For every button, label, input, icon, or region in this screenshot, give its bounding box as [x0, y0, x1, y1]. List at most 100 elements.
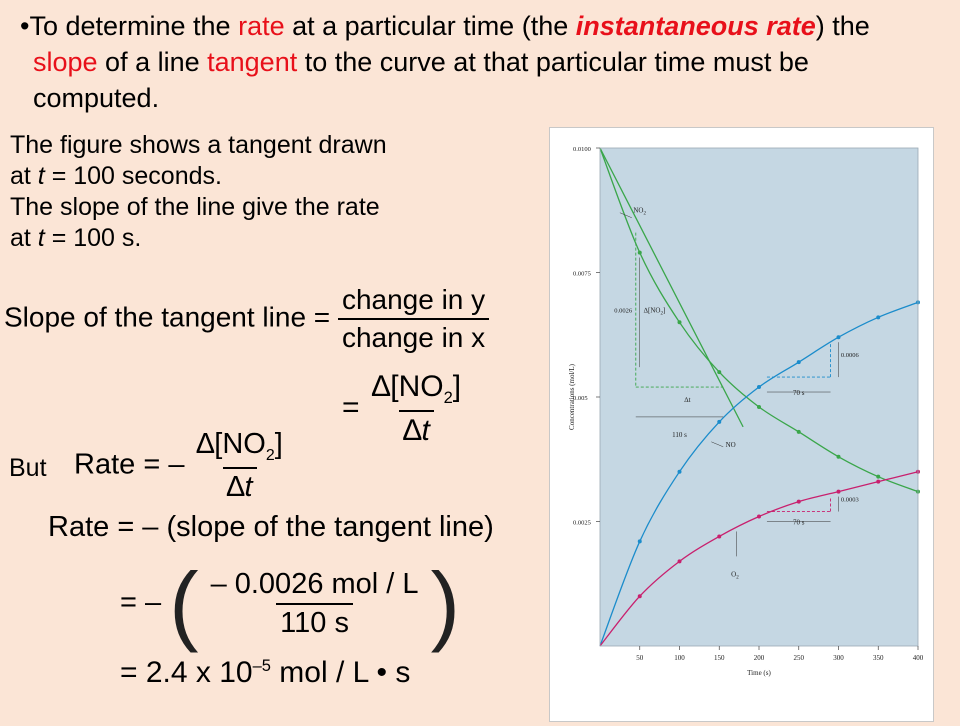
series-NO2-point-100: [677, 320, 682, 325]
no2-label-leader: [619, 212, 632, 218]
t70a-label: 70 s: [793, 389, 805, 397]
eq5-open-paren: (: [169, 554, 199, 653]
x-tick-label-300: 300: [833, 654, 844, 662]
intro-text-1: To determine the: [29, 11, 239, 41]
x-axis-label: Time (s): [747, 669, 771, 677]
eq3-denominator: ∆t: [222, 466, 257, 504]
concentration-time-figure: NO2 NO O2 0.0026 ∆[NO2] ∆t 110 s 70 s 0.0006 70 s…: [549, 127, 934, 722]
eq1-fraction: change in y change in x: [337, 284, 490, 354]
eq1-denominator: change in x: [337, 318, 490, 354]
x-tick-label-50: 50: [636, 654, 644, 662]
desc-line-2-t: t: [37, 162, 45, 190]
no-label-leader: [711, 441, 724, 448]
series-NO-point-150: [717, 419, 722, 424]
eq3-num-sub: 2: [265, 446, 275, 464]
series-O2-point-250: [796, 499, 801, 504]
rate-definition-equation: Rate = – ∆[NO2] ∆t: [74, 428, 287, 504]
t70b-label: 70 s: [793, 519, 805, 527]
series-NO-point-300: [836, 335, 841, 340]
eq3-numerator: ∆[NO2]: [193, 428, 287, 467]
eq3-equals: = –: [143, 448, 185, 481]
eq2-den-a: ∆: [403, 414, 422, 447]
series-NO2-point-250: [796, 429, 801, 434]
eq3-num-b: ]: [274, 428, 283, 460]
slope-term: slope: [33, 47, 98, 77]
series-O2-point-200: [757, 514, 761, 519]
x-tick-label-400: 400: [913, 654, 924, 662]
x-tick-label-150: 150: [714, 654, 725, 662]
eq2-num-a: ∆[NO: [371, 370, 444, 403]
value-0003-label: 0.0003: [841, 497, 859, 504]
eq5-fraction: – 0.0026 mol / L 110 s: [207, 568, 423, 640]
series-NO-point-100: [677, 469, 682, 474]
desc-line-4: at t = 100 s.: [10, 223, 530, 254]
intro-text-3: ) the: [815, 11, 870, 41]
eq2-den-t: t: [421, 414, 430, 447]
desc-line-2: at t = 100 seconds.: [10, 161, 530, 192]
series-NO2-point-200: [757, 404, 761, 409]
intro-text-4: of a line: [97, 47, 208, 77]
eq1-numerator: change in y: [341, 284, 486, 315]
series-O2-point-50: [637, 594, 642, 599]
series-NO-point-50: [637, 539, 642, 544]
eq5-close-paren: ): [430, 554, 460, 653]
y-tick-label-0.0075: 0.0075: [573, 271, 591, 278]
x-tick-label-250: 250: [794, 654, 805, 662]
eq2-fraction: ∆[NO2] ∆t: [368, 370, 465, 448]
instantaneous-rate-term: instantaneous rate: [575, 11, 816, 41]
rate-result-equation: = 2.4 x 10–5 mol / L • s: [120, 656, 410, 690]
intro-bullet: •To determine the rate at a particular t…: [20, 8, 933, 116]
eq2-equals: =: [342, 390, 360, 424]
series-O2-point-150: [717, 534, 722, 539]
series-label-NO: NO: [726, 441, 736, 449]
rate-slope-equation: Rate = – (slope of the tangent line): [48, 511, 494, 543]
series-NO-point-250: [796, 360, 801, 365]
eq6-b: mol / L • s: [270, 656, 411, 689]
eq3-lhs: Rate: [74, 448, 136, 481]
desc-line-3: The slope of the line give the rate: [10, 193, 380, 221]
series-NO2-point-150: [717, 370, 722, 375]
eq6-exponent: –5: [252, 657, 271, 675]
eq2-num-b: ]: [452, 370, 462, 403]
slope-definition-equation: Slope of the tangent line = change in y …: [4, 284, 490, 354]
eq5-numerator: – 0.0026 mol / L: [210, 568, 419, 600]
desc-line-4b: = 100 s.: [44, 224, 142, 252]
bullet-marker: •: [20, 11, 30, 41]
desc-line-2a: at: [10, 162, 38, 190]
desc-line-2b: = 100 seconds.: [44, 162, 222, 190]
intro-text-2: at a particular time (the: [284, 11, 576, 41]
rate-term: rate: [238, 11, 285, 41]
desc-line-4a: at: [10, 224, 38, 252]
x-tick-label-100: 100: [674, 654, 685, 662]
series-label-O2: O2: [731, 570, 739, 580]
eq2-num-sub: 2: [443, 389, 453, 407]
figure-description: The figure shows a tangent drawn at t = …: [10, 130, 530, 254]
value-0026-label: 0.0026: [614, 307, 633, 314]
eq1-equals: =: [313, 301, 331, 333]
intro-text-5: to the curve at that particular time mus…: [33, 47, 809, 113]
eq5-equals: = –: [120, 586, 162, 619]
eq3-fraction: ∆[NO2] ∆t: [193, 428, 287, 504]
series-NO2-point-300: [836, 454, 841, 459]
value-0006-label: 0.0006: [841, 352, 860, 359]
eq3-num-a: ∆[NO: [196, 428, 266, 460]
series-NO2-point-50: [637, 250, 642, 255]
eq3-den-t: t: [244, 470, 253, 503]
slope-delta-equation: = ∆[NO2] ∆t: [342, 370, 465, 448]
plot-area-bg: [600, 148, 918, 646]
eq2-numerator: ∆[NO2]: [368, 370, 465, 410]
eq5-denominator: 110 s: [276, 603, 353, 640]
y-tick-label-0.005: 0.005: [573, 395, 588, 402]
desc-line-4-t: t: [37, 224, 45, 252]
tangent-term: tangent: [207, 47, 298, 77]
series-label-NO2: NO2: [633, 207, 646, 217]
eq6-a: = 2.4 x 10: [120, 656, 253, 689]
x-tick-label-350: 350: [873, 654, 884, 662]
eq1-lhs: Slope of the tangent line: [4, 301, 307, 333]
eq3-den-a: ∆: [226, 470, 245, 503]
y-tick-label-0.0100: 0.0100: [573, 146, 591, 153]
delta-no2-label: ∆[NO2]: [644, 306, 666, 316]
series-NO-point-350: [876, 315, 881, 320]
tangent-line: [599, 147, 744, 428]
eq2-denominator: ∆t: [399, 410, 434, 448]
